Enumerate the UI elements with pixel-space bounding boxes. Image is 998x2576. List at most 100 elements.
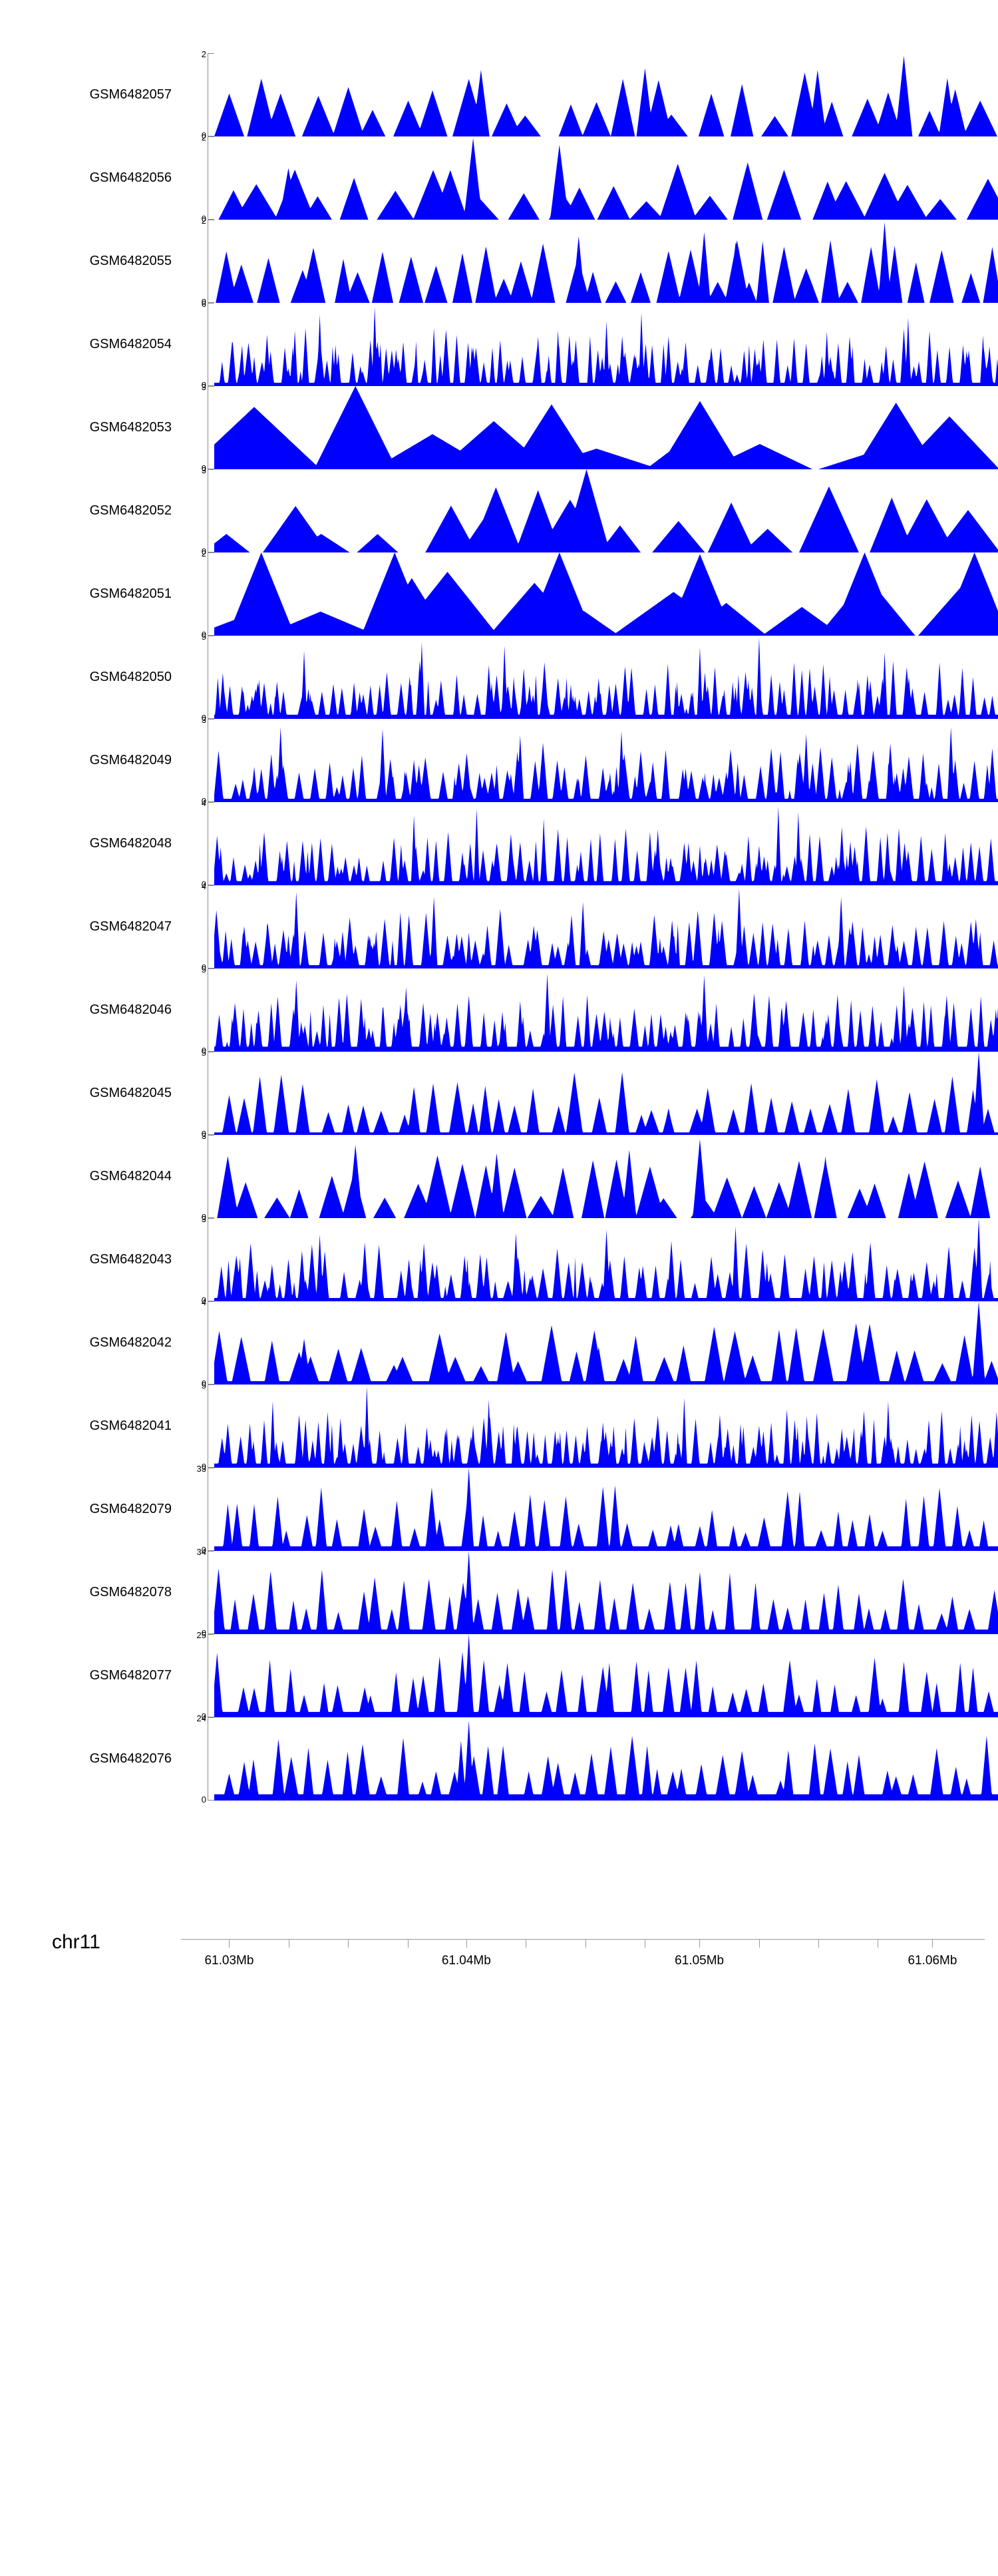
coverage-area-svg [214,1139,998,1218]
coverage-area-svg [214,727,998,802]
coverage-area-svg [214,55,998,136]
coverage-plot[interactable] [214,1135,998,1218]
coverage-area-svg [214,1721,998,1801]
coverage-area [214,1386,998,1468]
y-axis-bracket [208,469,214,552]
y-axis-bracket [208,220,214,303]
track-label-cell: GSM6482049 [0,719,180,802]
track-row: GSM6482044 3 0 [0,1132,998,1221]
coverage-plot[interactable] [214,386,998,469]
track-label-cell: GSM6482054 [0,303,180,386]
track-row: GSM6482046 5 0 [0,965,998,1055]
coverage-plot[interactable] [214,885,998,968]
coverage-area-svg [214,1386,998,1468]
coverage-plot[interactable] [214,1468,998,1551]
y-axis-max-label: 4 [201,798,206,808]
coverage-area-svg [214,806,998,885]
coverage-area-svg [214,1301,998,1385]
track-row: GSM6482051 2 0 [0,548,998,640]
track-label: GSM6482052 [89,503,172,518]
track-y-axis: 24 0 [180,1714,214,1804]
coverage-area-svg [214,386,998,469]
coverage-plot[interactable] [214,1218,998,1301]
coverage-plot[interactable] [214,1634,998,1717]
coverage-area-svg [214,307,998,386]
coverage-plot[interactable] [214,220,998,303]
axis-tick [229,1939,230,1948]
y-axis-min-label: 0 [201,130,206,140]
coverage-plot[interactable] [214,719,998,802]
y-axis-max-label: 33 [196,1464,206,1474]
y-axis-bracket [208,885,214,968]
coverage-plot[interactable] [214,136,998,220]
track-row: GSM6482056 2 0 [0,133,998,224]
coverage-area [214,55,998,136]
track-label: GSM6482054 [89,337,172,351]
y-axis-bracket [208,1551,214,1634]
coverage-area [214,637,998,719]
track-label: GSM6482076 [89,1751,172,1766]
track-label: GSM6482045 [89,1086,172,1100]
track-label: GSM6482057 [89,87,172,102]
coverage-plot[interactable] [214,1717,998,1801]
y-axis-max-label: 3 [201,382,206,392]
y-axis-bracket [208,1468,214,1551]
track-row: GSM6482043 3 0 [0,1215,998,1305]
track-label: GSM6482044 [89,1169,172,1183]
axis-coordinate-label: 61.04Mb [441,1954,491,1968]
coverage-plot[interactable] [214,303,998,386]
y-axis-max-label: 4 [201,1297,206,1307]
coverage-area-svg [214,1468,998,1551]
genome-coordinate-axis: chr11 61.03Mb 61.04Mb 61.05Mb 61.06Mb [0,1927,998,2000]
coverage-area-svg [214,222,998,303]
coverage-plot[interactable] [214,802,998,885]
track-label-cell: GSM6482042 [0,1301,180,1385]
track-label-cell: GSM6482046 [0,968,180,1052]
coverage-plot[interactable] [214,469,998,552]
coverage-plot[interactable] [214,968,998,1052]
y-axis-bracket [208,1135,214,1218]
track-label-cell: GSM6482055 [0,220,180,303]
track-label-cell: GSM6482043 [0,1218,180,1301]
y-axis-min-label: 0 [201,630,206,640]
y-axis-bracket [208,1717,214,1801]
axis-tick [699,1939,701,1948]
coverage-plot[interactable] [214,1551,998,1634]
coverage-area [214,386,998,469]
track-row: GSM6482079 33 0 [0,1464,998,1554]
track-row: GSM6482047 4 0 [0,882,998,972]
track-label-cell: GSM6482076 [0,1717,180,1801]
y-axis-max-label: 2 [201,548,206,558]
axis-coordinate-label: 61.05Mb [675,1954,725,1968]
coverage-plot[interactable] [214,636,998,719]
coverage-plot[interactable] [214,552,998,636]
y-axis-min-label: 0 [201,879,206,889]
y-axis-max-label: 5 [201,632,206,642]
chromosome-name: chr11 [52,1931,100,1953]
track-label-cell: GSM6482044 [0,1135,180,1218]
coverage-area-svg [214,637,998,719]
coverage-area-svg [214,552,998,636]
coverage-plot[interactable] [214,1301,998,1385]
y-axis-min-label: 0 [201,546,206,556]
track-label-cell: GSM6482056 [0,136,180,220]
coverage-area [214,1721,998,1801]
coverage-area [214,1301,998,1385]
coverage-area [214,1052,998,1135]
y-axis-min-label: 0 [201,214,206,224]
coverage-plot[interactable] [214,53,998,136]
coverage-plot[interactable] [214,1385,998,1468]
y-axis-min-label: 0 [201,1379,206,1389]
track-row: GSM6482042 4 0 [0,1297,998,1389]
y-axis-bracket [208,968,214,1052]
coverage-area [214,1139,998,1218]
track-row: GSM6482041 5 0 [0,1381,998,1471]
track-label: GSM6482078 [89,1585,172,1600]
coverage-plot[interactable] [214,1052,998,1135]
y-axis-bracket [208,303,214,386]
